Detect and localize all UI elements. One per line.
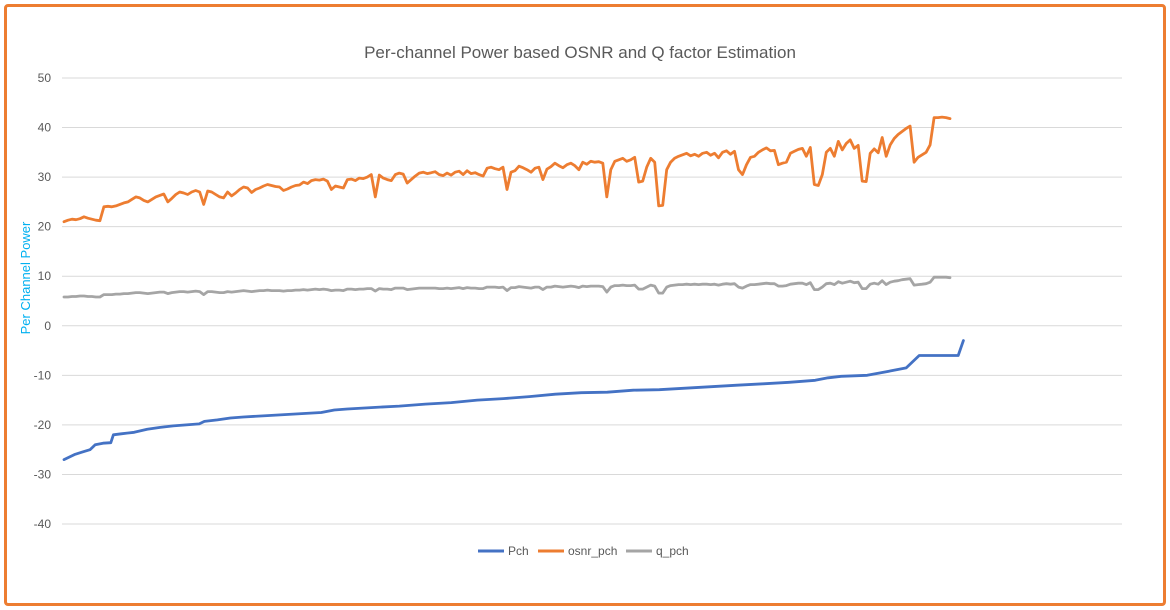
y-tick-label: -20 — [34, 418, 52, 432]
gridlines — [62, 77, 1122, 525]
y-tick-label: -40 — [34, 517, 52, 531]
series-line-osnr-pch — [62, 115, 952, 224]
y-tick-label: 20 — [38, 220, 52, 234]
legend-label-osnr-pch: osnr_pch — [568, 544, 617, 558]
y-tick-label: 40 — [38, 121, 52, 135]
y-axis-label: Per Channel Power — [18, 221, 33, 334]
legend: Pch osnr_pch q_pch — [478, 544, 689, 558]
series-line-Pch — [62, 339, 965, 462]
y-tick-label: -10 — [34, 368, 52, 382]
y-tick-label: 30 — [38, 170, 52, 184]
y-tick-label: -30 — [34, 467, 52, 481]
chart-frame — [4, 4, 1166, 606]
y-tick-label: 0 — [44, 319, 51, 333]
chart-title: Per-channel Power based OSNR and Q facto… — [364, 43, 796, 62]
y-tick-labels: 50 40 30 20 10 0 -10 -20 -30 -40 — [34, 71, 52, 531]
y-tick-label: 10 — [38, 269, 52, 283]
legend-label-q-pch: q_pch — [656, 544, 689, 558]
legend-label-Pch: Pch — [508, 544, 529, 558]
y-tick-label: 50 — [38, 71, 52, 85]
series-line-q-pch — [62, 275, 952, 299]
series-layer — [62, 115, 965, 462]
